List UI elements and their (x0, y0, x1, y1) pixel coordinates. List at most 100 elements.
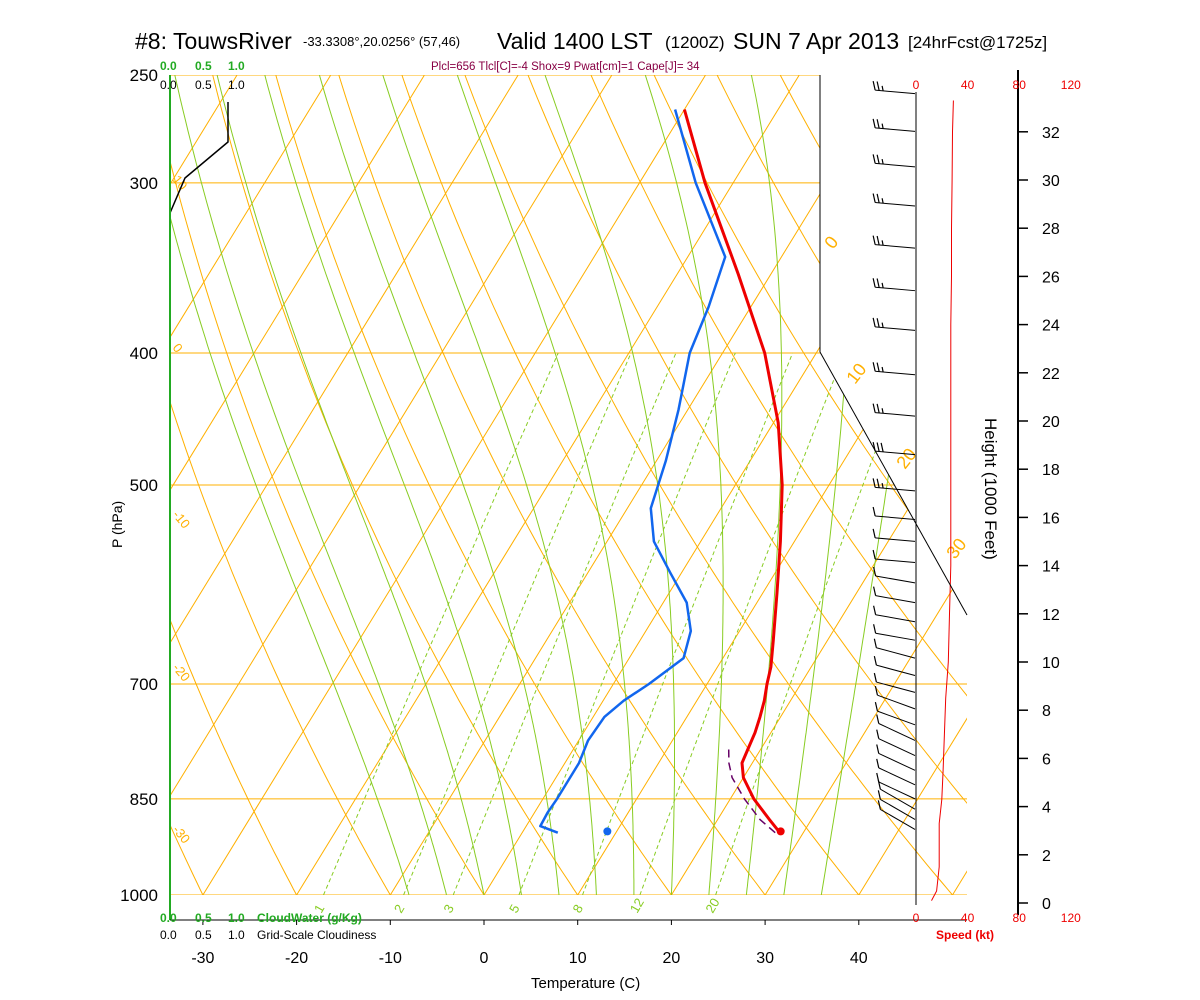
barb-flag (876, 278, 880, 288)
sounding-params: Plcl=656 Tlcl[C]=-4 Shox=9 Pwat[cm]=1 Ca… (431, 61, 700, 73)
barb-staff (875, 412, 916, 417)
barb-half-flag (881, 408, 884, 414)
barb-staff (875, 202, 916, 207)
isotherm-line (577, 75, 967, 895)
barb-flag (877, 800, 881, 810)
cloud-axis-tick-label: 1.0 (228, 928, 245, 942)
mixing-ratio-label: 3 (440, 902, 457, 916)
cloud-axis-tick-label: 1.0 (228, 59, 245, 73)
barb-staff (877, 694, 916, 710)
barb-flag (872, 81, 876, 91)
cloud-axis-tick-label: 0.5 (195, 78, 212, 92)
station-title: #8: TouwsRiver (135, 28, 292, 54)
dewpoint-line (539, 109, 727, 834)
barb-flag (873, 672, 877, 683)
barb-staff (875, 286, 916, 292)
barb-flag (876, 318, 880, 328)
isotherm-line (764, 75, 967, 895)
barb-flag (874, 686, 878, 696)
wind-speed-label: Speed (kt) (936, 928, 994, 942)
mixing-ratio-line (518, 352, 736, 895)
cloud-axis-tick-label: 0.0 (160, 59, 177, 73)
cloud-axis-tick-label: 1.0 (228, 911, 245, 925)
valid-time: Valid 1400 LST (497, 28, 653, 54)
isotherm-label: 0 (820, 232, 842, 252)
wind-barb (872, 317, 916, 331)
wind-barb (872, 154, 916, 168)
barb-staff (875, 162, 916, 168)
height-tick-label: 0 (1042, 896, 1051, 913)
cloud-water-label: CloudWater (g/Kg) (257, 911, 362, 925)
barb-flag (872, 154, 876, 164)
wind-barb (874, 702, 916, 726)
barb-flag (876, 403, 880, 414)
isotherm-label: 30 (942, 534, 970, 562)
barb-staff (875, 89, 916, 95)
dry-adiabat (590, 75, 967, 895)
cloud-axis-tick-label: 0.0 (160, 911, 177, 925)
wind-barb (872, 403, 916, 417)
speed-tick-label-top: 120 (1061, 78, 1081, 92)
mixing-ratio-label: 12 (627, 895, 647, 915)
wind-barb (876, 772, 916, 800)
barb-half-flag (881, 322, 884, 328)
x-tick-label: 10 (569, 950, 587, 967)
barb-staff (876, 664, 916, 676)
height-tick-label: 28 (1042, 221, 1060, 238)
barb-half-flag (881, 366, 884, 373)
barb-staff (875, 595, 916, 604)
pressure-tick-label: 850 (130, 790, 158, 809)
barb-flag (873, 624, 877, 634)
pressure-tick-label: 700 (130, 675, 158, 694)
pressure-tick-label: 250 (130, 66, 158, 85)
barb-flag (876, 193, 880, 204)
pressure-tick-label: 300 (130, 174, 158, 193)
barb-staff (880, 808, 916, 830)
height-tick-label: 24 (1042, 318, 1060, 335)
dry-adiabat (170, 75, 298, 895)
wind-speed-profile (931, 100, 954, 901)
speed-tick-label-bottom: 0 (913, 911, 920, 925)
speed-tick-label-top: 0 (913, 78, 920, 92)
cloud-axis-tick-label: 0.5 (195, 59, 212, 73)
cloudiness-profile (169, 102, 229, 214)
wind-barb (876, 714, 916, 741)
barb-flag (873, 656, 877, 666)
height-tick-label: 26 (1042, 269, 1060, 286)
barb-flag (876, 235, 880, 246)
barb-flag (876, 81, 880, 91)
barb-flag (873, 566, 877, 577)
wind-barb (873, 624, 916, 641)
wind-barb (872, 442, 916, 456)
height-tick-label: 30 (1042, 173, 1060, 190)
wind-barb (872, 193, 916, 207)
dry-adiabat-label: -30 (170, 822, 194, 846)
x-tick-label: 0 (480, 950, 489, 967)
wind-barb (876, 758, 916, 786)
barb-flag (877, 790, 881, 800)
moist-adiabat (216, 75, 485, 895)
barb-staff (878, 752, 916, 771)
wind-barb (873, 566, 916, 584)
barb-flag (872, 506, 876, 517)
diagram-border (819, 351, 968, 616)
plot-series (169, 100, 954, 901)
barb-staff (875, 486, 916, 492)
barb-flag (873, 586, 877, 596)
height-tick-label: 22 (1042, 366, 1060, 383)
barb-flag (876, 714, 880, 724)
x-tick-label: 20 (663, 950, 681, 967)
barb-flag (880, 442, 884, 453)
dry-adiabat (1096, 75, 1200, 895)
dry-adiabat-label: -10 (170, 507, 194, 531)
mixing-ratio-label: 5 (506, 902, 523, 916)
speed-tick-label-bottom: 120 (1061, 911, 1081, 925)
x-axis-title: Temperature (C) (531, 975, 640, 992)
barb-half-flag (881, 198, 884, 204)
wind-barb (873, 638, 916, 659)
mixing-ratio-label: 2 (391, 902, 408, 916)
wind-barb (872, 506, 916, 520)
wind-barb (876, 729, 916, 757)
moist-adiabat (264, 75, 522, 895)
barb-flag (876, 154, 880, 164)
